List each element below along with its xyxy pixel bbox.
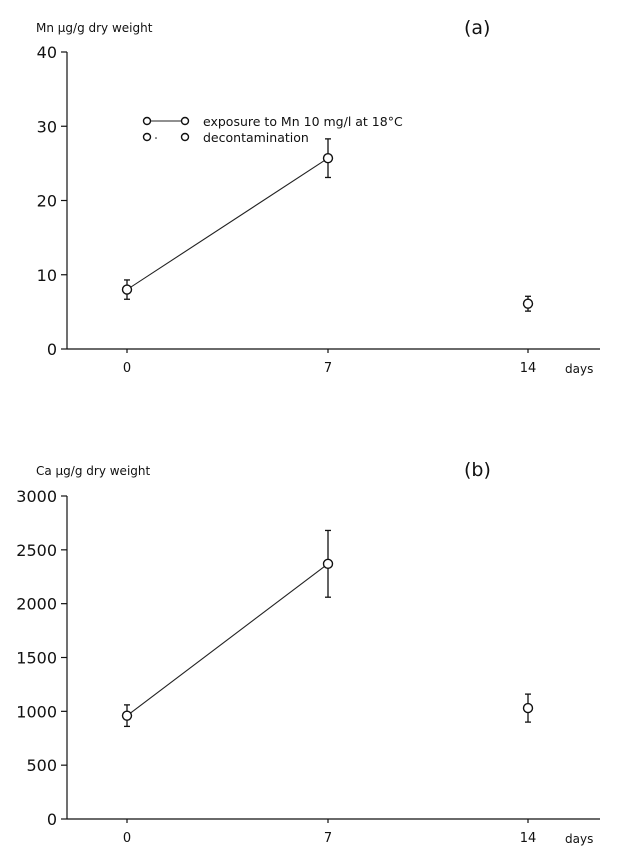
panel-label: (a) [464, 17, 490, 39]
legend-label: decontamination [203, 130, 309, 145]
series-line [127, 564, 328, 716]
series-line [127, 158, 328, 289]
y-axis-label: Ca µg/g dry weight [36, 464, 150, 478]
y-tick-label: 1000 [16, 702, 57, 721]
y-tick-label: 10 [37, 266, 57, 285]
y-tick-label: 0 [47, 340, 57, 359]
x-tick-label: 14 [520, 831, 537, 846]
x-tick-label: 0 [123, 831, 131, 846]
y-tick-label: 2500 [16, 541, 57, 560]
data-point [123, 285, 132, 294]
y-tick-label: 3000 [16, 487, 57, 506]
y-tick-label: 30 [37, 117, 57, 136]
x-tick-label: 7 [324, 831, 332, 846]
x-axis-unit-label: days [565, 362, 593, 376]
panel-label: (b) [464, 459, 491, 481]
legend-marker [182, 118, 189, 125]
chart-panel-0: Mn µg/g dry weight (a) 0 10 20 30 40 0 7 14 days ex… [36, 17, 600, 376]
x-tick-label: 0 [123, 361, 131, 376]
legend-marker [144, 118, 151, 125]
y-tick-label: 0 [47, 810, 57, 829]
legend-marker [144, 134, 151, 141]
y-tick-label: 40 [37, 43, 57, 62]
data-point [324, 154, 333, 163]
legend-dot [155, 137, 157, 139]
x-tick-label: 14 [520, 361, 537, 376]
x-tick-label: 7 [324, 361, 332, 376]
data-point [524, 299, 533, 308]
x-axis-unit-label: days [565, 832, 593, 846]
legend-label: exposure to Mn 10 mg/l at 18°C [203, 114, 403, 129]
y-tick-label: 1500 [16, 649, 57, 668]
chart-panel-1: Ca µg/g dry weight (b) 0 500 1000 1500 2000 250… [16, 459, 600, 846]
y-tick-label: 500 [26, 756, 57, 775]
data-point [324, 559, 333, 568]
y-tick-label: 2000 [16, 595, 57, 614]
y-tick-label: 20 [37, 192, 57, 211]
y-axis-label: Mn µg/g dry weight [36, 21, 153, 35]
data-point [123, 711, 132, 720]
data-point [524, 704, 533, 713]
legend-marker [182, 134, 189, 141]
legend: exposure to Mn 10 mg/l at 18°Cdecontamin… [144, 114, 403, 145]
